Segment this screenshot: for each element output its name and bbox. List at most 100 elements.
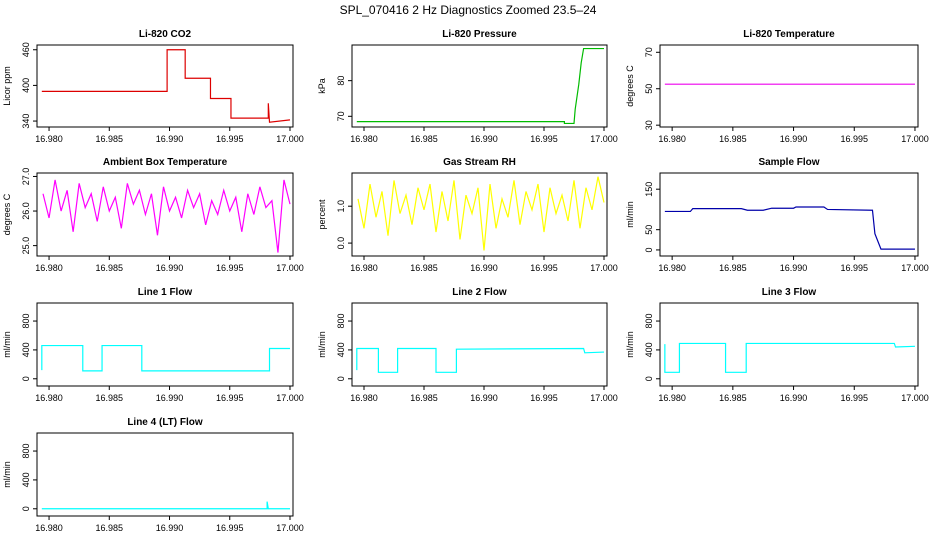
x-tick-label: 16.990 [156, 523, 184, 533]
y-axis-label: ml/min [2, 461, 12, 488]
x-tick-label: 17.000 [276, 134, 304, 144]
y-axis-label: percent [317, 199, 327, 230]
x-tick-label: 16.995 [840, 393, 868, 403]
x-tick-label: 16.985 [96, 523, 124, 533]
y-tick-label: 50 [644, 84, 654, 94]
x-tick-label: 16.980 [350, 134, 378, 144]
y-tick-label: 340 [21, 114, 31, 129]
x-tick-label: 16.985 [96, 263, 124, 273]
y-axis-label: degrees C [625, 65, 635, 107]
x-tick-label: 16.990 [470, 263, 498, 273]
y-axis-label: Licor ppm [2, 66, 12, 106]
x-tick-label: 16.995 [216, 134, 244, 144]
panel-title: Li-820 CO2 [139, 29, 192, 40]
y-axis-label: ml/min [2, 331, 12, 358]
x-tick-label: 17.000 [590, 393, 618, 403]
y-tick-label: 400 [21, 472, 31, 487]
x-tick-label: 16.995 [530, 134, 558, 144]
panel-title: Sample Flow [758, 157, 819, 168]
plot-frame [659, 44, 919, 128]
x-tick-label: 16.985 [719, 263, 747, 273]
y-tick-label: 800 [21, 444, 31, 459]
x-tick-label: 17.000 [901, 393, 929, 403]
plot-frame [36, 432, 294, 517]
y-tick-label: 0 [644, 376, 654, 381]
data-line [357, 176, 605, 251]
x-tick-label: 17.000 [276, 393, 304, 403]
data-line [356, 47, 604, 125]
plot-frame [659, 302, 919, 387]
x-tick-label: 16.980 [658, 263, 686, 273]
x-tick-label: 16.980 [658, 393, 686, 403]
y-axis-label: ml/min [625, 201, 635, 228]
plot-frame [36, 44, 294, 128]
y-tick-label: 0 [21, 506, 31, 511]
x-tick-label: 16.980 [35, 134, 63, 144]
data-line [356, 347, 605, 373]
x-tick-label: 17.000 [590, 263, 618, 273]
y-tick-label: 70 [336, 111, 346, 121]
y-tick-label: 800 [336, 314, 346, 329]
plot-frame [36, 302, 294, 387]
y-tick-label: 27.0 [21, 168, 31, 186]
x-tick-label: 16.995 [530, 263, 558, 273]
x-tick-label: 16.980 [35, 263, 63, 273]
x-tick-label: 16.980 [35, 523, 63, 533]
y-tick-label: 70 [644, 47, 654, 57]
plot-frame [36, 172, 294, 257]
panel-title: Line 2 Flow [452, 287, 507, 298]
y-tick-label: 150 [644, 182, 654, 197]
y-tick-label: 25.0 [21, 237, 31, 255]
x-tick-label: 17.000 [276, 263, 304, 273]
y-axis-label: degrees C [2, 193, 12, 235]
y-tick-label: 400 [21, 78, 31, 93]
y-axis-label: ml/min [625, 331, 635, 358]
panel-title: Li-820 Temperature [743, 29, 835, 40]
x-tick-label: 16.980 [350, 393, 378, 403]
plot-frame [351, 172, 608, 257]
plot-frame [351, 302, 608, 387]
plot-frame [351, 44, 608, 128]
x-tick-label: 16.990 [780, 263, 808, 273]
x-tick-label: 16.985 [410, 263, 438, 273]
y-tick-label: 400 [336, 342, 346, 357]
y-axis-label: ml/min [317, 331, 327, 358]
x-tick-label: 16.980 [35, 393, 63, 403]
plot-frame [659, 172, 919, 257]
panel-title: Ambient Box Temperature [103, 157, 228, 168]
x-tick-label: 16.995 [216, 523, 244, 533]
y-tick-label: 50 [644, 225, 654, 235]
x-tick-label: 16.985 [410, 134, 438, 144]
x-tick-label: 16.995 [530, 393, 558, 403]
x-tick-label: 16.985 [719, 134, 747, 144]
data-line [664, 206, 915, 250]
data-line [42, 179, 291, 253]
y-tick-label: 26.0 [21, 202, 31, 220]
x-tick-label: 16.995 [840, 134, 868, 144]
y-tick-label: 0.0 [336, 237, 346, 250]
x-tick-label: 16.995 [216, 393, 244, 403]
x-tick-label: 17.000 [590, 134, 618, 144]
panel-title: Line 1 Flow [138, 287, 193, 298]
y-tick-label: 800 [644, 314, 654, 329]
y-tick-label: 0 [21, 376, 31, 381]
x-tick-label: 16.980 [658, 134, 686, 144]
panel-title: Line 4 (LT) Flow [127, 417, 203, 428]
data-line [41, 501, 290, 510]
x-tick-label: 16.990 [780, 393, 808, 403]
x-tick-label: 17.000 [901, 134, 929, 144]
y-tick-label: 0 [644, 247, 654, 252]
data-line [41, 344, 290, 372]
x-tick-label: 17.000 [901, 263, 929, 273]
y-axis-label: kPa [317, 78, 327, 94]
panel-title: Li-820 Pressure [442, 29, 517, 40]
x-tick-label: 16.990 [156, 263, 184, 273]
x-tick-label: 16.990 [156, 393, 184, 403]
x-tick-label: 16.995 [840, 263, 868, 273]
data-line [41, 49, 291, 123]
y-tick-label: 30 [644, 120, 654, 130]
data-line [664, 342, 915, 373]
x-tick-label: 16.985 [96, 393, 124, 403]
x-tick-label: 16.980 [350, 263, 378, 273]
